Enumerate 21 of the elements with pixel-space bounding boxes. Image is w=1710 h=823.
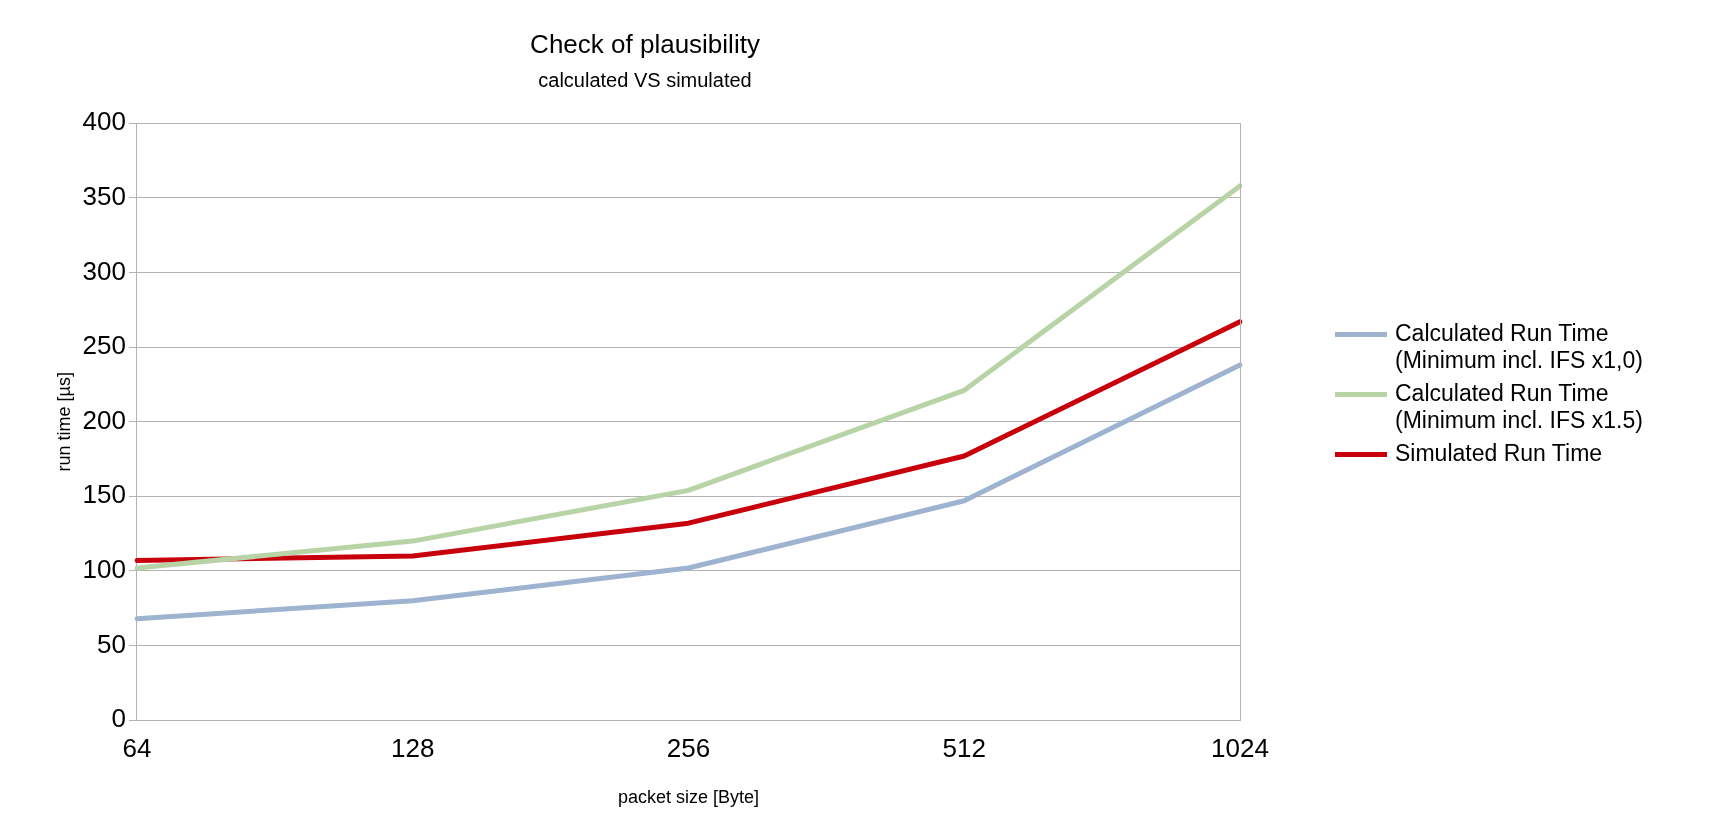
legend-label: Simulated Run Time xyxy=(1395,440,1603,467)
legend-label: Calculated Run Time (Minimum incl. IFS x1.5) xyxy=(1395,380,1644,434)
y-tick-label: 150 xyxy=(82,479,126,510)
y-tick-label: 300 xyxy=(82,255,126,286)
x-tick-label: 512 xyxy=(942,732,986,763)
y-axis-title: run time [µs] xyxy=(53,372,74,472)
x-tick-label: 128 xyxy=(391,732,435,763)
x-tick-label: 256 xyxy=(666,732,711,763)
x-tick-label: 64 xyxy=(122,732,152,763)
y-tick-label: 100 xyxy=(82,554,126,585)
y-tick-label: 250 xyxy=(82,330,126,361)
chart-subtitle: calculated VS simulated xyxy=(538,68,752,91)
y-tick-label: 200 xyxy=(82,404,126,435)
y-tick-label: 50 xyxy=(97,628,126,659)
x-axis-title: packet size [Byte] xyxy=(617,787,760,808)
x-tick-label: 1024 xyxy=(1211,732,1269,763)
y-tick-label: 0 xyxy=(111,703,126,734)
y-tick-label: 350 xyxy=(82,181,126,211)
legend-label: Calculated Run Time (Minimum incl. IFS x1,0) xyxy=(1395,320,1644,374)
y-tick-label: 400 xyxy=(82,106,126,137)
chart-title: Check of plausibility xyxy=(530,28,760,59)
